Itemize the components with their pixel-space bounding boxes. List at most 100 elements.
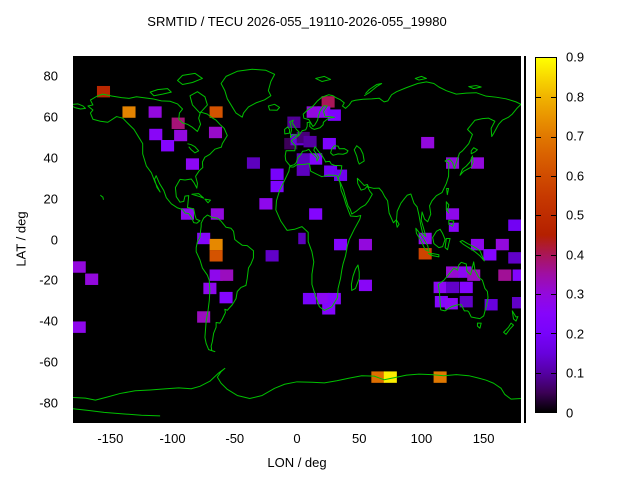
heatmap-cell	[209, 106, 223, 118]
coastline-path	[416, 228, 429, 251]
colorbar-tick-label: 0.3	[566, 286, 585, 302]
colorbar-tick	[551, 333, 556, 335]
heatmap-cell	[358, 279, 372, 292]
coastline-path	[415, 76, 426, 80]
heatmap-cell	[197, 311, 211, 323]
coastline-path	[460, 241, 484, 261]
heatmap-cell	[383, 371, 397, 383]
heatmap-cell	[246, 157, 260, 169]
coastline-path	[192, 194, 204, 198]
heatmap-cell	[444, 298, 458, 310]
heatmap-cell	[508, 252, 521, 264]
colorbar-tick	[536, 254, 541, 256]
coastline-path	[100, 195, 103, 200]
coastline-path	[364, 84, 381, 96]
colorbar-tick	[536, 372, 541, 374]
heatmap-cell	[171, 117, 185, 129]
colorbar-tick	[536, 333, 541, 335]
heatmap-cell	[197, 232, 211, 245]
heatmap-cell	[316, 292, 330, 305]
heatmap-cell	[446, 266, 460, 278]
colorbar-tick	[551, 176, 556, 177]
coastline-path	[221, 69, 275, 117]
heatmap-cell	[470, 238, 484, 251]
heatmap-cell	[149, 128, 163, 141]
heatmap-cell	[210, 208, 224, 220]
heatmap-cell	[259, 198, 273, 210]
plot-title: SRMTID / TECU 2026-055_19110-2026-055_19…	[147, 14, 447, 29]
heatmap-cell	[309, 153, 323, 165]
heatmap-cell	[303, 135, 317, 148]
heatmap-cell	[298, 232, 306, 245]
coastline-path	[396, 220, 399, 227]
heatmap-cell	[334, 169, 348, 181]
heatmap-cell	[446, 208, 460, 220]
coastline-path	[460, 156, 473, 175]
coastline-path	[285, 82, 521, 237]
colorbar-tick	[536, 176, 541, 177]
heatmap-cell	[434, 295, 448, 308]
coastline-path	[187, 144, 198, 153]
coastline-path	[354, 146, 364, 164]
colorbar-tick	[551, 372, 556, 374]
y-tick-label: 0	[50, 232, 58, 247]
heatmap-cell	[209, 250, 223, 262]
heatmap-cell	[209, 238, 223, 251]
coastline-path	[276, 164, 361, 311]
heatmap-cell	[302, 292, 316, 305]
heatmap-cell	[418, 248, 432, 260]
colorbar-tick	[536, 97, 541, 99]
heatmap-cell	[73, 261, 86, 273]
colorbar-tick-label: 0.2	[566, 326, 585, 342]
coastline-path	[504, 323, 514, 334]
x-tick-label: -50	[225, 431, 245, 446]
coastline-path	[433, 229, 445, 247]
heatmap-cell	[148, 106, 162, 118]
heatmap-cell	[220, 269, 234, 281]
y-tick-label: -40	[39, 313, 58, 329]
heatmap-cell	[512, 269, 521, 281]
heatmap-cell	[511, 296, 521, 309]
coastline-path	[447, 189, 449, 195]
coastline-path	[316, 76, 331, 81]
colorbar-tick	[551, 97, 556, 99]
colorbar-tick	[551, 294, 556, 295]
heatmap-cell	[418, 232, 432, 245]
y-axis-label: LAT / deg	[13, 211, 29, 267]
coastline-path	[438, 262, 488, 319]
coastline-path	[88, 94, 227, 223]
heatmap-cell	[327, 109, 341, 121]
colorbar-tick-label: 0	[566, 405, 574, 421]
colorbar-tick-label: 0.4	[566, 247, 585, 263]
heatmap-cell	[161, 140, 175, 152]
heatmap-cell	[433, 281, 447, 294]
heatmap-cell	[458, 266, 472, 278]
plot-right-border	[524, 56, 526, 423]
heatmap-cell	[484, 299, 498, 311]
colorbar-tick-label: 0.7	[566, 128, 585, 144]
x-tick-label: 50	[351, 431, 367, 446]
coastline-path	[477, 323, 481, 328]
heatmap-cell	[459, 295, 473, 308]
heatmap-cell	[270, 180, 284, 193]
coastline-path	[178, 73, 203, 84]
x-tick-label: 100	[410, 431, 433, 446]
colorbar-tick	[551, 215, 556, 217]
y-tick-label: -80	[39, 395, 58, 411]
x-tick-label: 0	[293, 431, 301, 446]
colorbar-tick	[536, 215, 541, 217]
world-map	[73, 56, 521, 423]
heatmap-cell	[324, 165, 338, 177]
colorbar-tick-label: 0.5	[566, 207, 585, 223]
coastline-path	[290, 120, 299, 137]
heatmap-cell	[470, 157, 484, 169]
heatmap-cell	[306, 106, 320, 118]
heatmap-cell	[209, 269, 223, 281]
coastline-path	[469, 86, 481, 89]
coastline-path	[445, 238, 450, 249]
x-tick-label: 150	[472, 431, 495, 446]
colorbar-tick	[536, 136, 541, 138]
heatmap-cell	[446, 281, 460, 294]
heatmap-cell	[467, 269, 481, 281]
